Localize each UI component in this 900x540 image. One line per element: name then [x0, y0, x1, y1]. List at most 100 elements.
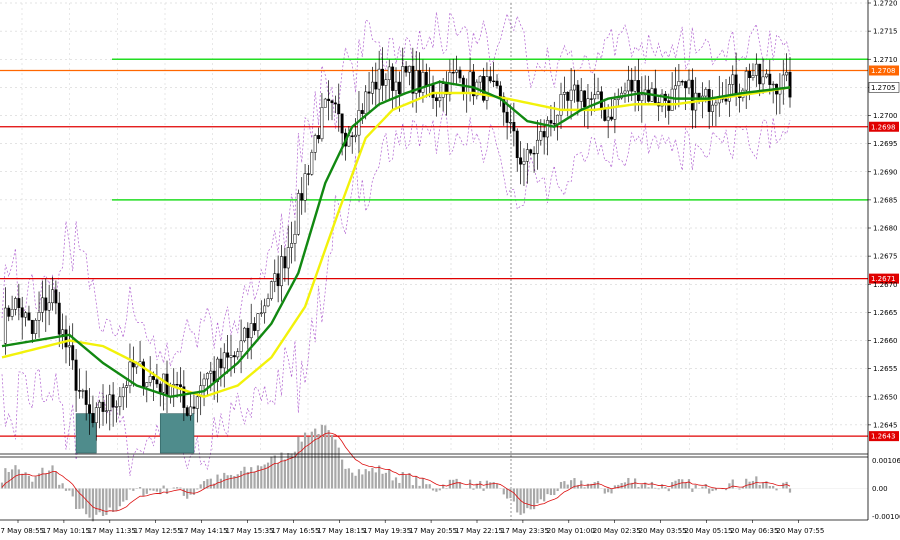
candle-body — [101, 401, 105, 412]
candle-body — [546, 120, 549, 138]
time-tick-label: 17 May 19:35 — [363, 527, 411, 535]
time-tick-label: 20 May 07:55 — [776, 527, 824, 535]
price-tick-label: 1.2670 — [873, 281, 898, 289]
candle-body — [468, 71, 472, 93]
candle-body — [414, 70, 418, 94]
level-label: 1.2643 — [871, 433, 896, 441]
candle-body — [370, 81, 374, 94]
candle-body — [525, 149, 529, 162]
candle-body — [647, 89, 651, 102]
candle-body — [3, 307, 7, 344]
candle-body — [111, 394, 115, 408]
candle-body — [24, 312, 28, 318]
candle-body — [401, 66, 405, 95]
candle-body — [724, 98, 728, 102]
candle-body — [515, 130, 519, 158]
candle-body — [381, 68, 384, 86]
candle-body — [660, 93, 664, 107]
price-tick-label: 1.2690 — [873, 168, 898, 176]
candle-body — [273, 273, 277, 282]
candle-body — [40, 297, 44, 313]
candle-body — [354, 134, 358, 138]
candle-body — [387, 66, 391, 80]
price-tick-label: 1.2715 — [873, 28, 898, 36]
time-tick-label: 20 May 01:00 — [547, 527, 595, 535]
level-tag — [869, 121, 899, 132]
candle-body — [408, 65, 411, 73]
candle-body — [216, 358, 219, 383]
candle-body — [81, 390, 85, 392]
candle-body — [667, 100, 671, 111]
candle-body — [202, 378, 206, 387]
candle-body — [421, 72, 425, 93]
candle-body — [754, 63, 758, 76]
candle-body — [195, 396, 199, 409]
candle-body — [529, 149, 533, 154]
candle-body — [714, 102, 718, 106]
candle-body — [637, 80, 640, 101]
candle-body — [431, 83, 435, 98]
candle-body — [84, 390, 88, 405]
candle-body — [434, 97, 438, 102]
candle-body — [94, 407, 98, 423]
candle-body — [731, 74, 735, 85]
candle-body — [758, 63, 762, 85]
candle-body — [64, 329, 68, 348]
candle-body — [222, 352, 226, 369]
candle-body — [603, 108, 607, 121]
candle-body — [226, 352, 230, 358]
candle-body — [573, 84, 576, 91]
candle-body — [17, 298, 21, 308]
time-tick-label: 17 May 10:15 — [42, 527, 90, 535]
time-tick-label: 17 May 08:55 — [0, 527, 44, 535]
candle-body — [549, 120, 553, 124]
candle-body — [61, 329, 65, 335]
candle-body — [276, 273, 280, 287]
candle-body — [495, 80, 499, 87]
slow-moving-average — [1, 86, 791, 399]
candle-body — [108, 394, 112, 412]
candle-body — [374, 81, 378, 90]
fast-moving-average — [1, 80, 791, 398]
time-tick-label: 17 May 18:15 — [317, 527, 365, 535]
candle-body — [10, 309, 14, 317]
candle-body — [323, 98, 327, 108]
candle-body — [128, 361, 132, 386]
time-tick-label: 20 May 06:35 — [730, 527, 778, 535]
candle-body — [158, 383, 162, 393]
candle-body — [418, 70, 422, 93]
candle-body — [246, 327, 250, 339]
candle-body — [367, 91, 371, 94]
candle-body — [579, 90, 583, 102]
candle-body — [492, 80, 496, 83]
candle-body — [569, 89, 573, 101]
candle-body — [761, 76, 765, 85]
candle-body — [286, 247, 290, 269]
price-tick-label: 1.2680 — [873, 225, 898, 233]
candle-body — [104, 410, 108, 412]
candle-body — [205, 373, 209, 380]
candle-body — [51, 289, 54, 304]
lower-envelope — [1, 110, 791, 477]
candle-body — [472, 71, 475, 97]
candle-body — [152, 376, 155, 380]
candle-body — [505, 111, 509, 123]
price-tick-label: 1.2695 — [873, 140, 898, 148]
candle-body — [360, 110, 364, 114]
chart-frame — [0, 0, 869, 521]
candle-body — [744, 70, 748, 91]
time-tick-label: 20 May 02:35 — [593, 527, 641, 535]
candle-body — [539, 131, 543, 141]
price-tick-label: 1.2700 — [873, 112, 898, 120]
candle-body — [502, 96, 506, 113]
candle-body — [57, 302, 61, 335]
candle-body — [155, 379, 159, 385]
candle-body — [333, 102, 337, 105]
candle-body — [771, 83, 775, 86]
price-tick-label: 1.2645 — [873, 421, 898, 429]
envelope-bands — [1, 11, 791, 477]
oscillator-tick: -0.00106 — [872, 513, 900, 521]
candle-body — [478, 76, 482, 83]
candle-body — [44, 297, 48, 311]
